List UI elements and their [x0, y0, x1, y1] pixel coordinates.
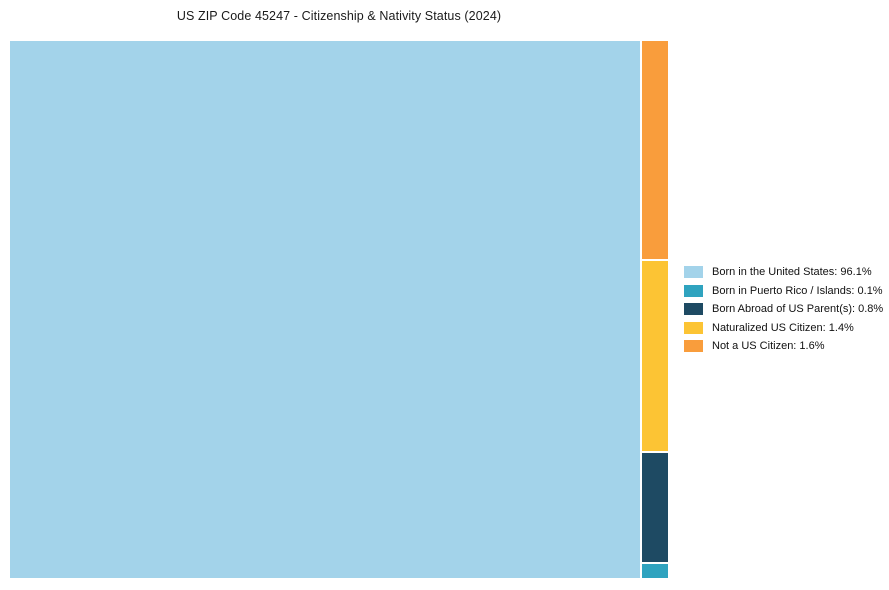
- legend-item: Not a US Citizen: 1.6%: [684, 340, 883, 353]
- treemap-segment-not-a-us-citizen: [642, 41, 668, 259]
- treemap-plot: [10, 41, 668, 578]
- legend-label: Born Abroad of US Parent(s): 0.8%: [712, 303, 884, 315]
- legend-item: Naturalized US Citizen: 1.4%: [684, 322, 883, 335]
- chart-title: US ZIP Code 45247 - Citizenship & Nativi…: [176, 9, 502, 23]
- legend-item: Born Abroad of US Parent(s): 0.8%: [684, 303, 883, 316]
- treemap-segment-born-abroad-of-us-parent-s: [642, 453, 668, 563]
- treemap-minor-column: [642, 41, 668, 578]
- legend-swatch-icon: [684, 340, 703, 353]
- treemap-segment-born-in-united-states: [10, 41, 641, 578]
- legend-item: Born in Puerto Rico / Islands: 0.1%: [684, 285, 883, 298]
- treemap-segment-born-in-puerto-rico-islands: [642, 564, 668, 578]
- treemap-segment-naturalized-us-citizen: [642, 260, 668, 452]
- legend-label: Naturalized US Citizen: 1.4%: [712, 321, 854, 334]
- legend-label: Born in Puerto Rico / Islands: 0.1%: [712, 284, 883, 297]
- legend-item: Born in the United States: 96.1%: [684, 266, 883, 279]
- legend-swatch-icon: [684, 284, 703, 297]
- legend-label: Not a US Citizen: 1.6%: [712, 340, 825, 352]
- legend-swatch-icon: [684, 266, 703, 279]
- legend-swatch-icon: [684, 321, 703, 334]
- legend-swatch-icon: [684, 303, 703, 316]
- legend: Born in the United States: 96.1% Born in …: [684, 266, 883, 353]
- legend-label: Born in the United States: 96.1%: [712, 266, 872, 278]
